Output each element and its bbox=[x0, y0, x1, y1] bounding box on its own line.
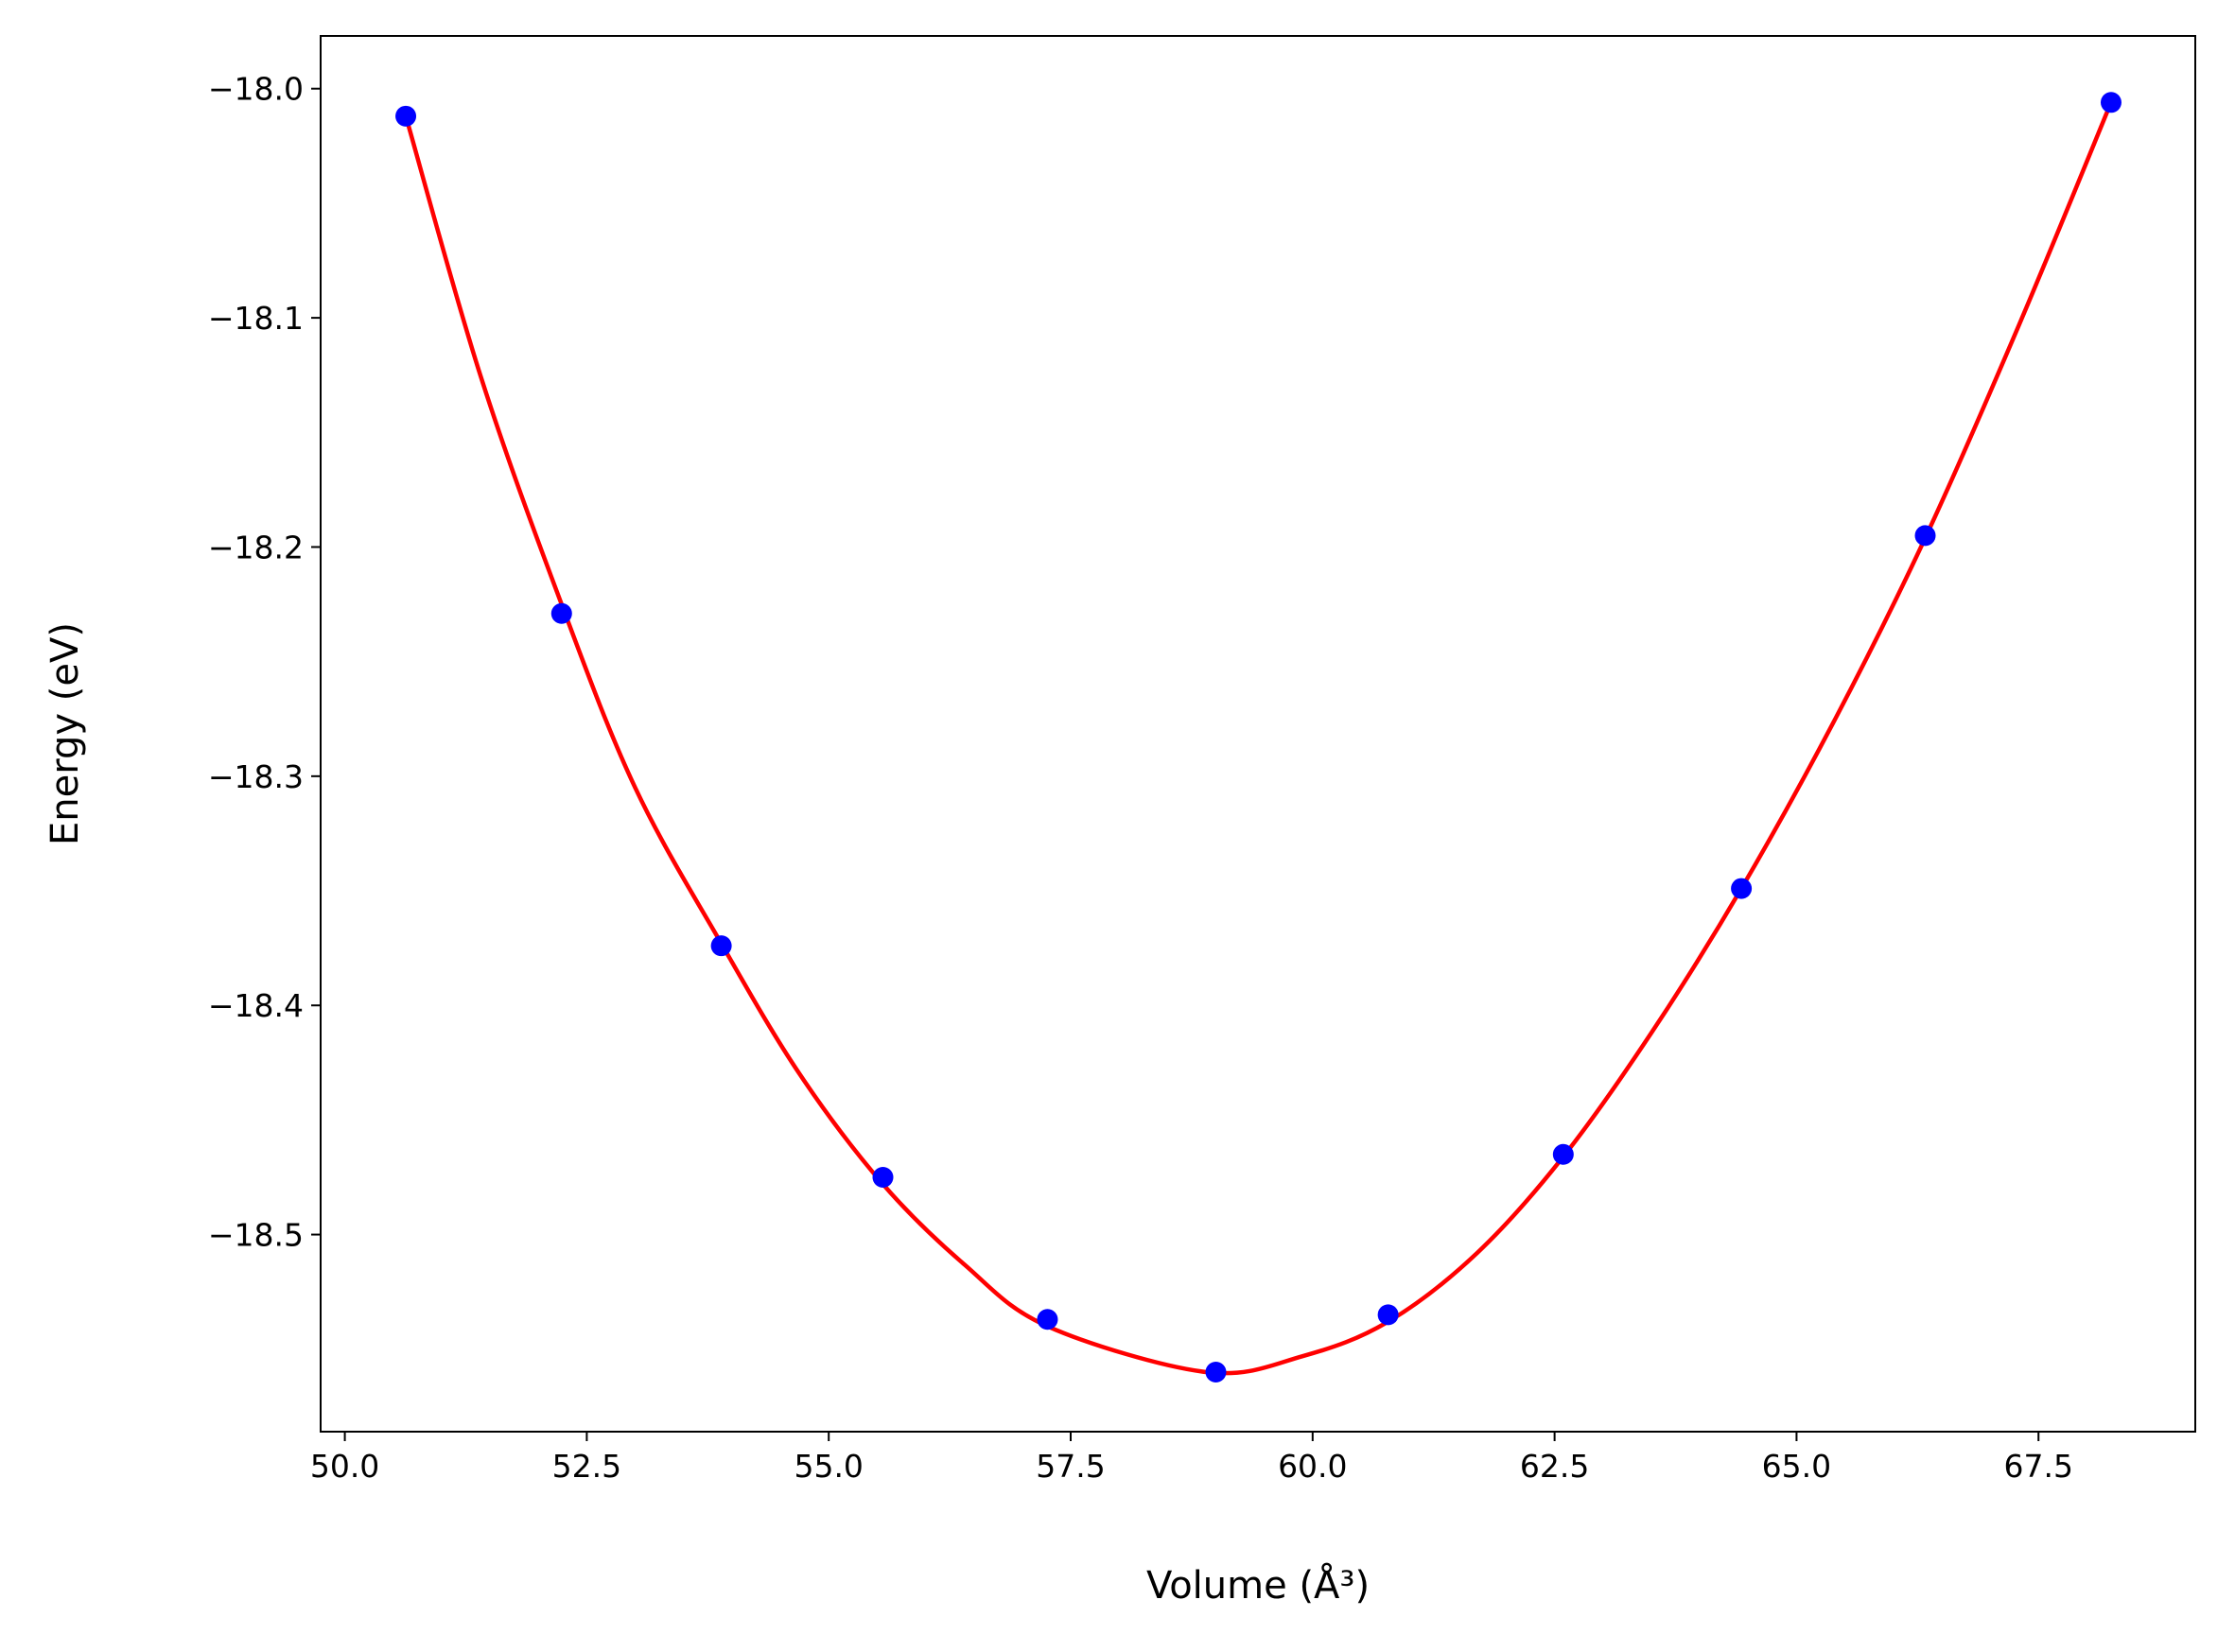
y-tick-label: −18.3 bbox=[208, 758, 304, 795]
data-point bbox=[1037, 1309, 1058, 1330]
x-tick-label: 60.0 bbox=[1278, 1448, 1347, 1485]
data-point bbox=[395, 105, 417, 127]
x-tick-label: 55.0 bbox=[794, 1448, 863, 1485]
data-point bbox=[1552, 1143, 1574, 1165]
data-point bbox=[872, 1166, 894, 1188]
x-tick-label: 57.5 bbox=[1036, 1448, 1105, 1485]
data-point bbox=[550, 602, 572, 624]
x-axis-label: Volume (Å³) bbox=[1146, 1562, 1370, 1608]
x-tick-label: 50.0 bbox=[310, 1448, 379, 1485]
data-point bbox=[1731, 878, 1753, 899]
y-axis-label: Energy (eV) bbox=[44, 622, 87, 845]
x-tick-label: 52.5 bbox=[552, 1448, 621, 1485]
y-tick-label: −18.5 bbox=[208, 1217, 304, 1254]
x-tick-label: 62.5 bbox=[1520, 1448, 1589, 1485]
data-point bbox=[1377, 1304, 1399, 1326]
y-tick-label: −18.1 bbox=[208, 300, 304, 337]
y-tick-label: −18.0 bbox=[208, 71, 304, 108]
x-tick-label: 65.0 bbox=[1762, 1448, 1831, 1485]
data-point bbox=[2100, 92, 2122, 113]
data-point bbox=[1205, 1361, 1227, 1382]
fit-line bbox=[403, 101, 2114, 1376]
x-tick-label: 67.5 bbox=[2003, 1448, 2072, 1485]
plot-frame bbox=[320, 35, 2196, 1433]
data-point bbox=[1914, 525, 1936, 547]
y-tick-label: −18.2 bbox=[208, 529, 304, 565]
y-tick-label: −18.4 bbox=[208, 987, 304, 1024]
data-point bbox=[710, 935, 732, 957]
